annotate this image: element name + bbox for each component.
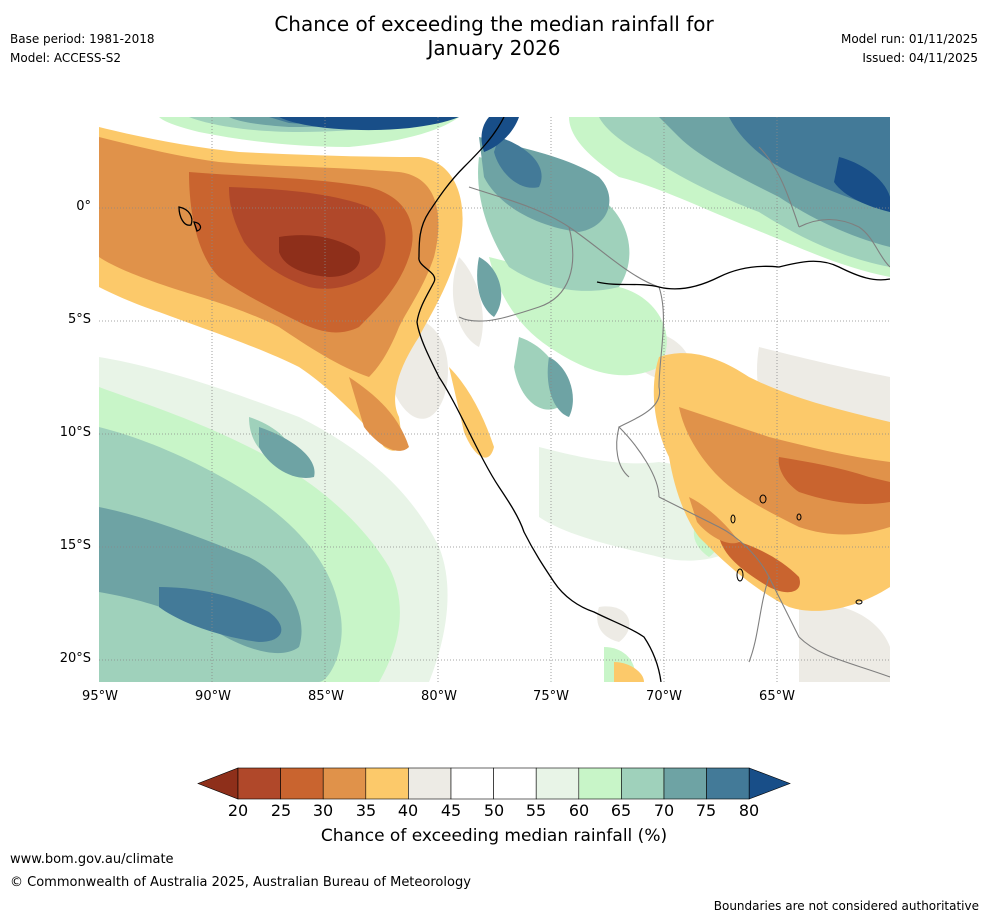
colorbar-segment — [535, 767, 580, 800]
colorbar-tick: 30 — [312, 801, 334, 820]
colorbar-segment — [365, 767, 409, 800]
colorbar-segment — [408, 767, 452, 800]
colorbar-tick: 45 — [440, 801, 462, 820]
lon-label-65w: 65°W — [759, 689, 795, 704]
colorbar-label: Chance of exceeding median rainfall (%) — [320, 826, 668, 846]
colorbar-segment — [621, 767, 665, 800]
lat-label-5s: 5°S — [67, 312, 91, 327]
colorbar-tick: 60 — [568, 801, 590, 820]
colorbar-segment — [450, 767, 494, 800]
rainfall-map — [99, 117, 890, 682]
lon-label-95w: 95°W — [82, 689, 118, 704]
footer-copyright: © Commonwealth of Australia 2025, Austra… — [10, 875, 471, 890]
meta-left: Base period: 1981-2018 Model: ACCESS-S2 — [10, 30, 155, 68]
darkblue-over-80-regions — [279, 117, 890, 212]
map-title: Chance of exceeding the median rainfall … — [0, 12, 988, 60]
gridlines — [99, 117, 890, 682]
colorbar-segment — [322, 767, 367, 800]
coastline — [178, 117, 890, 682]
colorbar-segment — [280, 767, 324, 800]
lon-label-75w: 75°W — [533, 689, 569, 704]
title-line-1: Chance of exceeding the median rainfall … — [274, 12, 714, 36]
lat-label-20s: 20°S — [59, 651, 91, 666]
issued-text: Issued: 04/11/2025 — [862, 51, 978, 65]
footer-note: Boundaries are not considered authoritat… — [713, 899, 979, 913]
colorbar — [197, 767, 791, 800]
colorbar-tick: 25 — [270, 801, 292, 820]
colorbar-segment — [493, 767, 537, 800]
lat-label-0: 0° — [76, 199, 91, 214]
country-boundaries — [458, 146, 890, 678]
colorbar-tick: 40 — [397, 801, 419, 820]
lon-label-85w: 85°W — [308, 689, 344, 704]
small-islands — [730, 494, 863, 605]
model-text: Model: ACCESS-S2 — [10, 51, 122, 65]
lon-label-80w: 80°W — [421, 689, 457, 704]
footer-url[interactable]: www.bom.gov.au/climate — [10, 852, 174, 867]
title-line-2: January 2026 — [427, 36, 561, 60]
colorbar-segment — [706, 767, 750, 800]
colorbar-tick: 50 — [483, 801, 505, 820]
colorbar-tick: 35 — [355, 801, 377, 820]
colorbar-high-arrow — [748, 767, 791, 800]
below-median-southeast — [614, 353, 890, 682]
colorbar-tick: 55 — [525, 801, 547, 820]
model-run-text: Model run: 01/11/2025 — [840, 32, 978, 46]
colorbar-tick: 65 — [610, 801, 632, 820]
lat-label-15s: 15°S — [59, 538, 91, 553]
lon-label-90w: 90°W — [195, 689, 231, 704]
lon-label-70w: 70°W — [646, 689, 682, 704]
colorbar-segment — [237, 767, 281, 800]
colorbar-tick: 70 — [653, 801, 675, 820]
colorbar-tick: 75 — [695, 801, 717, 820]
colorbar-tick: 20 — [227, 801, 249, 820]
meta-right: Model run: 01/11/2025 Issued: 04/11/2025 — [841, 30, 978, 68]
lat-label-10s: 10°S — [59, 425, 91, 440]
colorbar-low-arrow — [197, 767, 239, 800]
colorbar-segment — [663, 767, 707, 800]
base-period-text: Base period: 1981-2018 — [10, 32, 155, 46]
colorbar-tick: 80 — [738, 801, 760, 820]
colorbar-segment — [578, 767, 622, 800]
